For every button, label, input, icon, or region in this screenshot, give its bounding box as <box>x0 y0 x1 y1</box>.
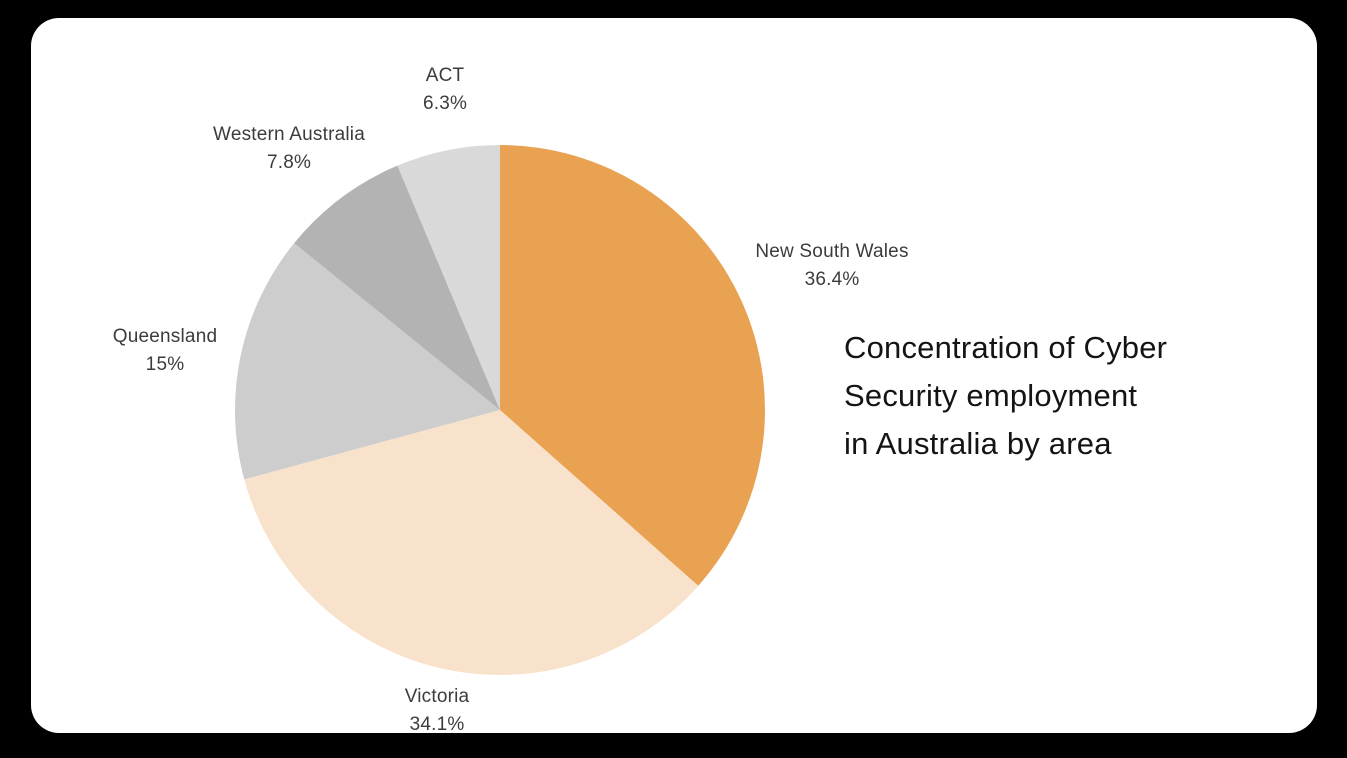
slice-label-victoria: Victoria 34.1% <box>405 683 470 739</box>
chart-title-line: Security employment <box>844 378 1138 413</box>
pie-slice-victoria <box>244 410 699 675</box>
slice-label-name: Victoria <box>404 686 470 707</box>
slice-label-western-australia: Western Australia 7.8% <box>213 121 365 177</box>
slice-label-name: Western Australia <box>213 124 365 145</box>
chart-title-line: in Australia by area <box>844 426 1112 461</box>
slice-label-value: 34.1% <box>409 714 465 735</box>
chart-card: New South Wales 36.4% Victoria 34.1% Queensl… <box>31 18 1317 735</box>
slice-label-value: 7.8% <box>266 152 312 173</box>
slice-label-name: ACT <box>425 65 465 86</box>
slice-label-queensland: Queensland 15% <box>113 323 217 379</box>
chart-title-line: Concentration of Cyber <box>844 330 1168 365</box>
slice-label-value: 15% <box>145 354 185 375</box>
pie-slice-new-south-wales <box>500 145 765 586</box>
slice-label-value: 6.3% <box>422 93 468 114</box>
pie-chart <box>235 145 765 675</box>
chart-title: Concentration of Cyber Security employmen… <box>844 324 1284 468</box>
slice-label-value: 36.4% <box>804 269 860 290</box>
pie-slice-queensland <box>235 243 500 480</box>
slice-label-name: Queensland <box>112 326 218 347</box>
slice-label-name: New South Wales <box>755 241 909 262</box>
slice-label-new-south-wales: New South Wales 36.4% <box>755 238 908 294</box>
pie-slice-western-australia <box>294 165 500 410</box>
slice-label-act: ACT 6.3% <box>423 62 467 118</box>
pie-slice-act <box>397 145 500 410</box>
